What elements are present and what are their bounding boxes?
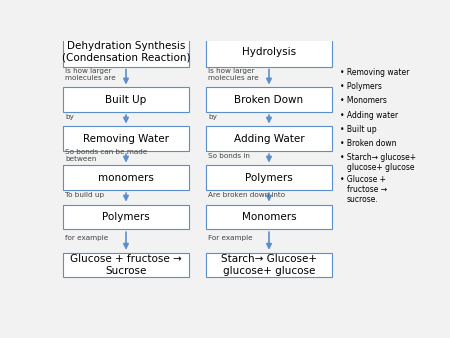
Text: For example: For example bbox=[208, 235, 252, 241]
Text: glucose+ glucose: glucose+ glucose bbox=[347, 163, 414, 172]
Text: Polymers: Polymers bbox=[102, 212, 150, 222]
Text: Broken Down: Broken Down bbox=[234, 95, 304, 105]
Text: • Built up: • Built up bbox=[341, 125, 377, 134]
FancyBboxPatch shape bbox=[206, 253, 332, 277]
Text: by: by bbox=[208, 114, 217, 120]
Text: Is how larger
molecules are: Is how larger molecules are bbox=[208, 68, 259, 81]
FancyBboxPatch shape bbox=[63, 37, 189, 67]
FancyBboxPatch shape bbox=[206, 126, 332, 151]
Text: by: by bbox=[65, 114, 74, 120]
Text: • Monomers: • Monomers bbox=[341, 96, 387, 105]
FancyBboxPatch shape bbox=[206, 166, 332, 190]
FancyBboxPatch shape bbox=[63, 204, 189, 229]
Text: fructose →: fructose → bbox=[347, 185, 387, 194]
Text: Glucose + fructose →
Sucrose: Glucose + fructose → Sucrose bbox=[70, 254, 182, 276]
Text: monomers: monomers bbox=[98, 173, 154, 183]
Text: • Starch→ glucose+: • Starch→ glucose+ bbox=[341, 153, 417, 162]
Text: for example: for example bbox=[65, 235, 108, 241]
Text: Polymers: Polymers bbox=[245, 173, 293, 183]
FancyBboxPatch shape bbox=[63, 126, 189, 151]
FancyBboxPatch shape bbox=[63, 253, 189, 277]
Text: Dehydration Synthesis
(Condensation Reaction): Dehydration Synthesis (Condensation Reac… bbox=[62, 41, 190, 63]
Text: To build up: To build up bbox=[65, 192, 104, 198]
Text: sucrose.: sucrose. bbox=[347, 195, 378, 204]
Text: • Glucose +: • Glucose + bbox=[341, 175, 387, 184]
Text: Monomers: Monomers bbox=[242, 212, 296, 222]
Text: • Adding water: • Adding water bbox=[341, 111, 399, 120]
Text: Removing Water: Removing Water bbox=[83, 134, 169, 144]
Text: Built Up: Built Up bbox=[105, 95, 147, 105]
Text: • Removing water: • Removing water bbox=[341, 68, 410, 77]
Text: Is how larger
molecules are: Is how larger molecules are bbox=[65, 68, 116, 81]
Text: Are broken down into: Are broken down into bbox=[208, 192, 285, 198]
Text: Starch→ Glucose+
glucose+ glucose: Starch→ Glucose+ glucose+ glucose bbox=[221, 254, 317, 276]
Text: • Polymers: • Polymers bbox=[341, 82, 382, 91]
FancyBboxPatch shape bbox=[206, 88, 332, 112]
Text: Hydrolysis: Hydrolysis bbox=[242, 47, 296, 57]
FancyBboxPatch shape bbox=[63, 166, 189, 190]
Text: So bonds in: So bonds in bbox=[208, 153, 250, 159]
FancyBboxPatch shape bbox=[206, 37, 332, 67]
Text: Adding Water: Adding Water bbox=[234, 134, 304, 144]
Text: • Broken down: • Broken down bbox=[341, 139, 397, 148]
FancyBboxPatch shape bbox=[63, 88, 189, 112]
FancyBboxPatch shape bbox=[206, 204, 332, 229]
Text: So bonds can be made
between: So bonds can be made between bbox=[65, 149, 147, 162]
